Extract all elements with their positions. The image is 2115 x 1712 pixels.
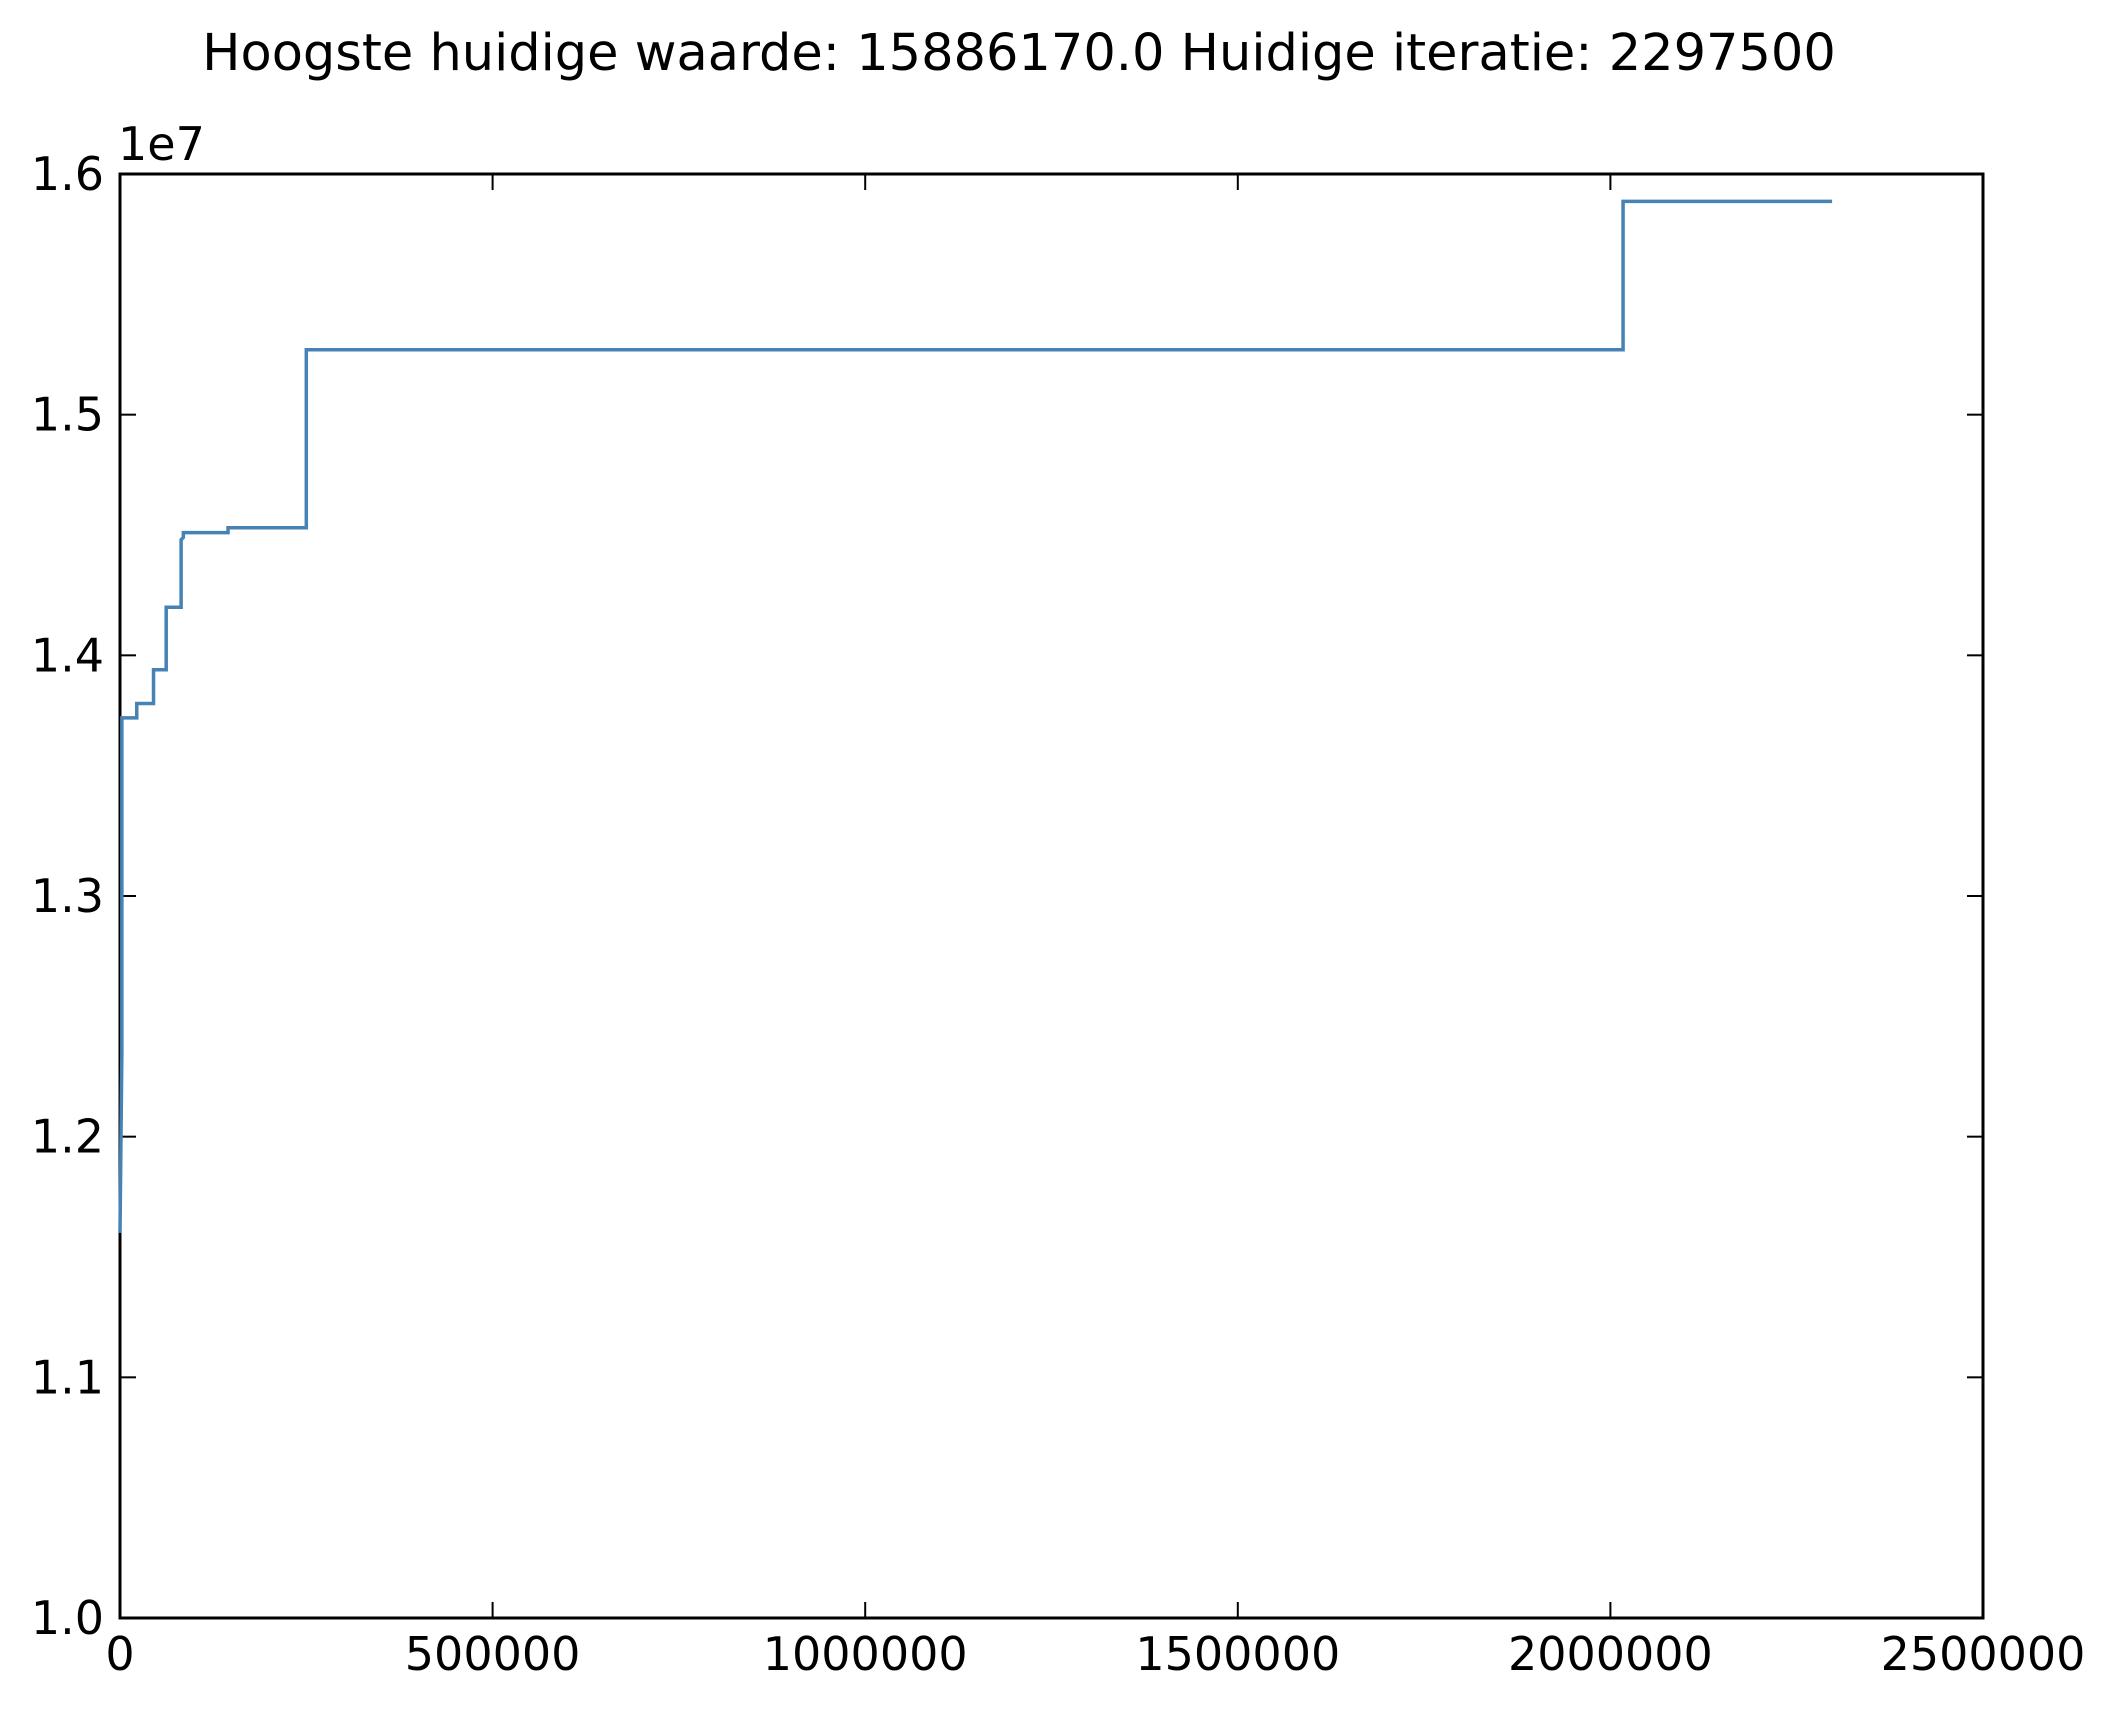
y-tick-label: 1.4 xyxy=(31,628,104,682)
series-line xyxy=(118,199,1833,1233)
ticks-layer: 0 500000 1000000 1500000 2000000 2500000 1.0 1.… xyxy=(31,147,2086,1681)
x-tick-label: 500000 xyxy=(405,1627,581,1681)
x-tick-label: 0 xyxy=(105,1627,134,1681)
y-tick-label: 1.2 xyxy=(31,1110,104,1164)
x-tick-label: 2000000 xyxy=(1508,1627,1713,1681)
chart-title: Hoogste huidige waarde: 15886170.0 Huidi… xyxy=(202,24,1836,83)
x-tick-label: 1000000 xyxy=(763,1627,968,1681)
y-tick-label: 1.5 xyxy=(31,388,104,442)
x-tick-label: 1500000 xyxy=(1135,1627,1340,1681)
y-tick-label: 1.6 xyxy=(31,147,104,201)
series-layer xyxy=(118,199,1833,1233)
y-tick-label: 1.0 xyxy=(31,1591,104,1645)
y-tick-label: 1.1 xyxy=(31,1350,104,1404)
y-tick-label: 1.3 xyxy=(31,869,104,923)
x-tick-label: 2500000 xyxy=(1881,1627,2086,1681)
y-axis-offset-label: 1e7 xyxy=(118,117,205,171)
